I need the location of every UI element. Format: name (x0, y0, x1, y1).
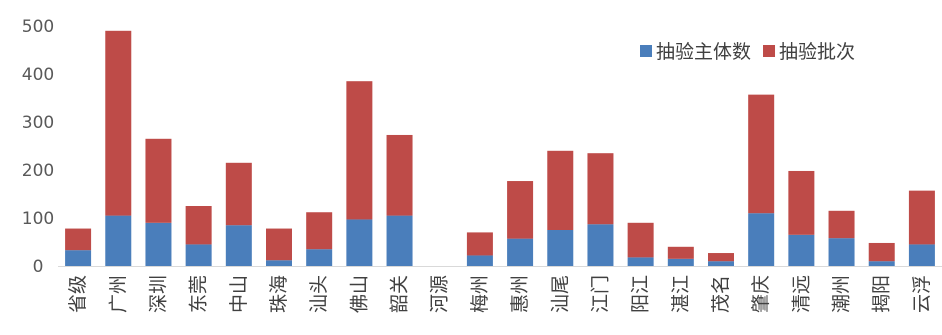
x-tick-label: 深圳 (147, 275, 169, 313)
bar-segment-subjects (145, 222, 172, 266)
x-tick-label: 惠州 (509, 275, 531, 313)
x-tick-label: 肇庆 (750, 275, 772, 313)
y-axis: 0 100 200 300 400 500 (22, 17, 54, 277)
x-tick-label: 中山 (228, 275, 250, 313)
bar-segment-batches (587, 153, 614, 225)
x-tick-label: 潮州 (831, 275, 853, 313)
bar-segment-subjects (65, 250, 92, 266)
bar-segment-batches (547, 150, 574, 230)
x-tick-label: 汕尾 (549, 275, 571, 313)
x-tick-label: 韶关 (389, 275, 411, 313)
bar-segment-subjects (788, 234, 815, 266)
bar-segment-batches (386, 134, 413, 216)
x-tick-label: 江门 (589, 275, 611, 313)
bar-segment-batches (65, 228, 92, 251)
bar-segment-subjects (225, 225, 252, 266)
x-tick-label: 清远 (790, 275, 812, 313)
bar-segment-subjects (908, 244, 935, 266)
bar-segment-batches (105, 30, 132, 216)
bar-segment-batches (225, 162, 252, 226)
x-tick-label: 广州 (107, 275, 129, 313)
bar-segment-batches (306, 212, 333, 250)
bar-segment-subjects (386, 215, 413, 266)
x-tick-label: 阳江 (630, 275, 652, 313)
x-tick-label: 汕头 (308, 275, 330, 313)
legend-label-batches: 抽验批次 (779, 41, 855, 63)
bar-segment-subjects (868, 261, 895, 266)
y-tick-label: 300 (22, 113, 54, 133)
bar-segment-subjects (748, 213, 775, 266)
bar-segment-subjects (466, 255, 493, 266)
y-tick-label: 0 (33, 257, 44, 277)
x-tick-label: 梅州 (469, 275, 491, 313)
bar-segment-batches (868, 242, 895, 262)
y-tick-label: 100 (22, 209, 54, 229)
bar-segment-batches (788, 170, 815, 235)
legend-label-subjects: 抽验主体数 (656, 41, 751, 63)
x-tick-label: 佛山 (348, 275, 370, 313)
x-tick-label: 省级 (67, 275, 89, 313)
bar-segment-batches (828, 210, 855, 239)
bar-segment-batches (185, 206, 212, 245)
y-tick-label: 500 (22, 17, 54, 37)
bar-segment-batches (346, 81, 373, 220)
y-tick-label: 400 (22, 65, 54, 85)
bar-segment-subjects (266, 260, 292, 266)
bar-segment-batches (627, 222, 654, 258)
bar-segment-batches (667, 246, 694, 259)
bar-segment-subjects (346, 219, 373, 266)
bar-segment-batches (266, 228, 292, 261)
bar-segment-subjects (587, 224, 614, 266)
bar-segment-subjects (708, 261, 734, 266)
legend-swatch-subjects (640, 45, 652, 57)
bar-segment-batches (748, 94, 775, 214)
bar-segment-subjects (306, 249, 333, 266)
bar-segment-subjects (547, 230, 574, 266)
y-tick-label: 200 (22, 161, 54, 181)
x-tick-label: 河源 (429, 275, 451, 313)
x-tick-label: 揭阳 (871, 275, 893, 313)
bar-segment-batches (708, 253, 734, 262)
bar-segment-subjects (185, 244, 212, 266)
legend-swatch-batches (763, 45, 776, 57)
x-axis: 省级 广州 深圳 东莞 中山 珠海 汕头 佛山 韶关 河源 梅州 惠州 汕尾 江门 阳江 湛江 茂名 肇庆 清远 潮州… (67, 275, 933, 313)
bar-series-group (65, 30, 935, 266)
x-tick-label: 湛江 (670, 275, 692, 313)
bar-segment-subjects (105, 215, 132, 266)
bar-segment-batches (466, 232, 493, 256)
bar-segment-subjects (667, 258, 694, 266)
bar-segment-batches (145, 138, 172, 223)
bar-segment-subjects (627, 257, 654, 266)
bar-segment-batches (507, 181, 534, 239)
bar-segment-batches (908, 190, 935, 245)
bar-segment-subjects (828, 238, 855, 266)
legend: 抽验主体数 抽验批次 (640, 41, 855, 63)
x-tick-label: 云浮 (911, 275, 933, 313)
x-tick-label: 东莞 (188, 275, 210, 313)
x-tick-label: 珠海 (268, 275, 290, 313)
bar-segment-subjects (507, 238, 534, 266)
x-tick-label: 茂名 (710, 275, 732, 313)
